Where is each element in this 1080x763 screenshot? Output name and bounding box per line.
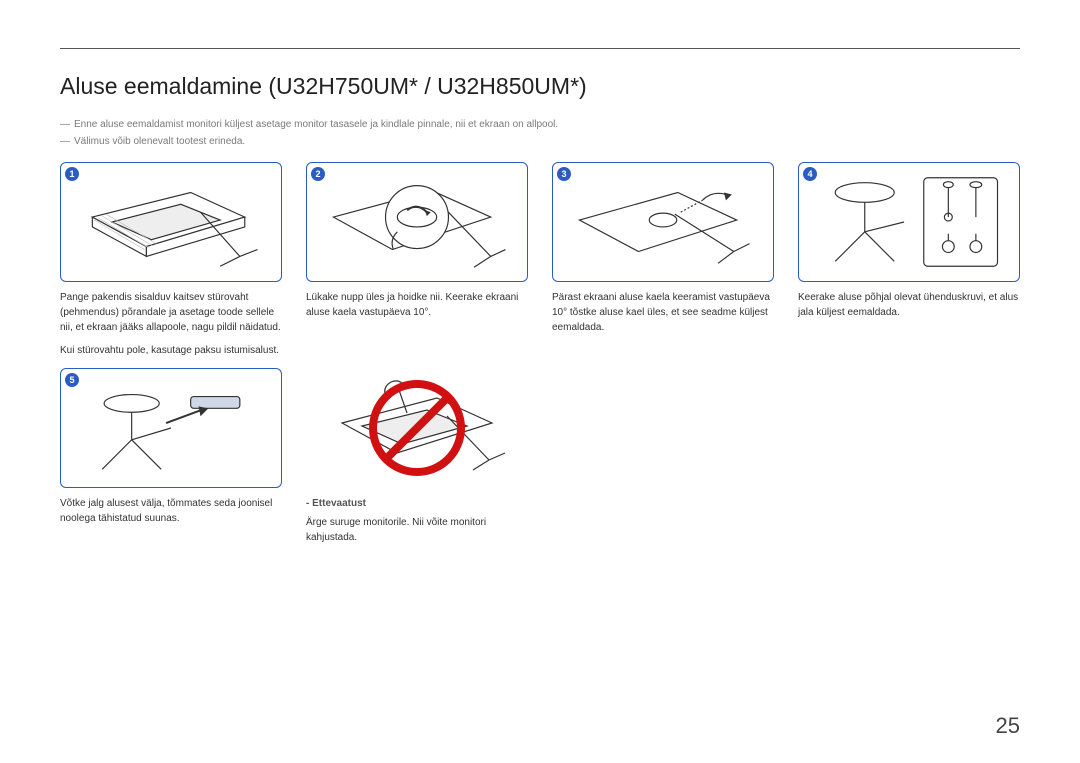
top-divider (60, 48, 1020, 49)
step-5-caption: Võtke jalg alusest välja, tõmmates seda … (60, 496, 282, 526)
step-1-text: Pange pakendis sisalduv kaitsev stürovah… (60, 292, 281, 333)
step-4-diagram: 4 (798, 162, 1020, 282)
note-1: Enne aluse eemaldamist monitori küljest … (60, 116, 1020, 133)
warning-text: Ärge suruge monitorile. Nii võite monito… (306, 517, 486, 543)
step-5-cell: 5 Võtke jalg alusest välja, tõmmates sed… (60, 368, 282, 545)
warning-diagram (306, 368, 528, 488)
step-1-diagram: 1 (60, 162, 282, 282)
step-2-caption: Lükake nupp üles ja hoidke nii. Keerake … (306, 290, 528, 320)
step-1-text2: Kui stürovahtu pole, kasutage paksu istu… (60, 343, 282, 358)
warning-label: - Ettevaatust (306, 496, 528, 511)
notes-block: Enne aluse eemaldamist monitori küljest … (60, 116, 1020, 150)
warning-caption: - Ettevaatust Ärge suruge monitorile. Ni… (306, 496, 528, 545)
step-1-cell: 1 Pange pakendis sisalduv kaitsev s (60, 162, 282, 358)
step-2-diagram: 2 (306, 162, 528, 282)
steps-grid: 1 Pange pakendis sisalduv kaitsev s (60, 162, 1020, 545)
page-number: 25 (996, 713, 1020, 739)
note-2: Välimus võib olenevalt tootest erineda. (60, 133, 1020, 150)
empty-2 (798, 368, 1020, 545)
step-3-badge: 3 (557, 167, 571, 181)
step-3-cell: 3 Pärast ekraani aluse kaela keeramist v… (552, 162, 774, 358)
step-5-badge: 5 (65, 373, 79, 387)
prohibit-icon (367, 378, 467, 478)
step-4-cell: 4 (798, 162, 1020, 358)
step-2-cell: 2 Lükake nupp üles ja hoidke nii. Keerak… (306, 162, 528, 358)
step-5-diagram: 5 (60, 368, 282, 488)
step-4-badge: 4 (803, 167, 817, 181)
step-3-caption: Pärast ekraani aluse kaela keeramist vas… (552, 290, 774, 335)
page-title: Aluse eemaldamine (U32H750UM* / U32H850U… (60, 73, 1020, 100)
warning-cell: - Ettevaatust Ärge suruge monitorile. Ni… (306, 368, 528, 545)
step-1-caption: Pange pakendis sisalduv kaitsev stürovah… (60, 290, 282, 358)
empty-1 (552, 368, 774, 545)
step-4-caption: Keerake aluse põhjal olevat ühenduskruvi… (798, 290, 1020, 320)
step-3-diagram: 3 (552, 162, 774, 282)
step-2-badge: 2 (311, 167, 325, 181)
step-1-badge: 1 (65, 167, 79, 181)
